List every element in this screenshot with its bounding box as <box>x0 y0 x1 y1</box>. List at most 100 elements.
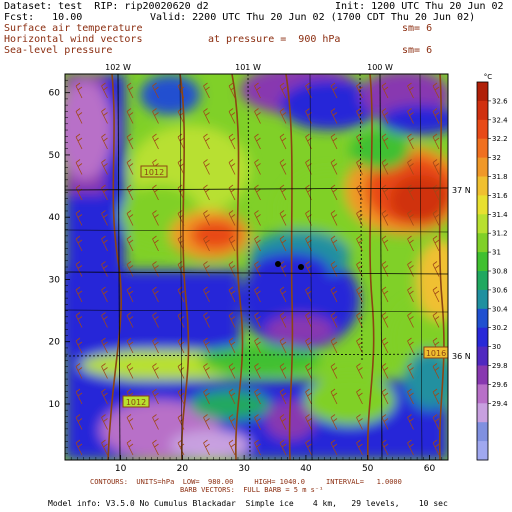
wind-barb <box>101 388 108 405</box>
wind-barb <box>381 108 389 124</box>
colorbar-swatch <box>477 384 488 404</box>
wind-barb <box>228 235 236 252</box>
wind-barb <box>381 286 389 303</box>
wind-barb <box>381 363 389 379</box>
wind-barb <box>407 82 414 99</box>
wind-barb <box>126 159 134 175</box>
wind-barb <box>330 337 338 354</box>
wind-barb <box>432 184 440 201</box>
wind-barb <box>152 414 159 430</box>
wind-barb <box>126 414 134 430</box>
wind-barb <box>254 337 261 354</box>
wind-barb <box>75 261 83 277</box>
wind-barb <box>407 363 414 379</box>
temperature-field: 1012 1012 1016 <box>65 74 448 460</box>
svg-text:1012: 1012 <box>144 168 164 177</box>
model-info: Model info: V3.5.0 No Cumulus Blackadar … <box>48 499 448 508</box>
colorbar-label: 32.6 <box>492 97 508 105</box>
wind-barb <box>279 159 287 175</box>
wind-barb <box>126 337 134 354</box>
wind-barb <box>279 82 287 99</box>
colorbar-label: 31 <box>492 249 501 257</box>
wind-barb <box>75 286 83 303</box>
wind-barb <box>203 312 210 328</box>
colorbar-swatch <box>477 252 488 272</box>
station-point <box>275 261 281 267</box>
wind-barb <box>203 108 210 124</box>
station-point <box>298 264 304 270</box>
wind-barb <box>228 159 236 175</box>
wind-barb <box>305 337 312 354</box>
lat-label: 36 N <box>452 352 471 361</box>
wind-barb <box>101 159 108 175</box>
wind-barb <box>407 108 414 124</box>
wind-barb <box>228 133 236 150</box>
wind-barb <box>279 286 287 303</box>
wind-barb <box>254 133 261 150</box>
wind-barb <box>432 414 440 430</box>
x-tick-label: 50 <box>362 464 374 474</box>
colorbar-swatch <box>477 100 488 121</box>
wind-barb <box>126 439 134 456</box>
wind-barb <box>432 363 440 379</box>
contour-label: 1012 <box>140 165 168 178</box>
contour-label: 1016 <box>423 346 448 359</box>
colorbar-swatch <box>477 365 488 385</box>
wind-barb <box>356 388 363 405</box>
wind-barb <box>279 108 287 124</box>
wind-barb <box>407 439 414 456</box>
wind-barb <box>407 414 414 430</box>
wind-barb <box>203 133 210 150</box>
pressure-contours <box>107 74 445 460</box>
colorbar-label: 31.2 <box>492 230 508 238</box>
colorbar-swatch <box>477 327 488 348</box>
wind-barb <box>254 108 261 124</box>
colorbar-unit: °C <box>484 73 493 81</box>
lat-lon-grid <box>65 74 448 460</box>
wind-barb <box>203 210 210 226</box>
wind-barb <box>75 337 83 354</box>
wind-barb <box>126 363 134 379</box>
wind-barb <box>330 312 338 328</box>
wind-barb <box>152 82 159 99</box>
x-tick-label: 20 <box>177 464 189 474</box>
y-tick-label: 60 <box>49 89 61 99</box>
init-time-label: Init: 1200 UTC Thu 20 Jun 02 <box>335 1 504 12</box>
wind-barb <box>381 184 389 201</box>
wind-barb <box>228 261 236 277</box>
wind-barb <box>228 286 236 303</box>
colorbar-swatch <box>477 271 488 291</box>
wind-barb <box>381 133 389 150</box>
field-pressure-label: Sea-level pressure <box>4 45 113 56</box>
wind-barb <box>75 388 83 405</box>
field-temperature-label: Surface air temperature <box>4 23 143 34</box>
wind-barb <box>75 82 83 99</box>
wind-barb <box>101 210 108 226</box>
wind-barb <box>330 388 338 405</box>
wind-barb <box>152 337 159 354</box>
wind-barb <box>407 388 414 405</box>
wind-barb <box>101 439 108 456</box>
wind-barb <box>101 261 108 277</box>
colorbar-label: 32.4 <box>492 116 508 124</box>
colorbar-swatch <box>477 403 488 423</box>
wind-barb <box>254 159 261 175</box>
wind-barb <box>305 286 312 303</box>
wind-barb <box>126 286 134 303</box>
wind-barb <box>279 133 287 150</box>
wind-barb <box>203 261 210 277</box>
wind-barb <box>152 133 159 150</box>
wind-barb <box>305 363 312 379</box>
colorbar-label: 31.8 <box>492 173 508 181</box>
wind-barb <box>254 363 261 379</box>
wind-barb <box>381 159 389 175</box>
wind-barb <box>75 108 83 124</box>
wind-barb <box>330 286 338 303</box>
wind-barb <box>126 133 134 150</box>
wind-barb <box>254 235 261 252</box>
colorbar-swatch <box>477 176 488 196</box>
wind-barb <box>381 337 389 354</box>
wind-barb <box>432 82 440 99</box>
y-tick-label: 50 <box>49 151 61 161</box>
